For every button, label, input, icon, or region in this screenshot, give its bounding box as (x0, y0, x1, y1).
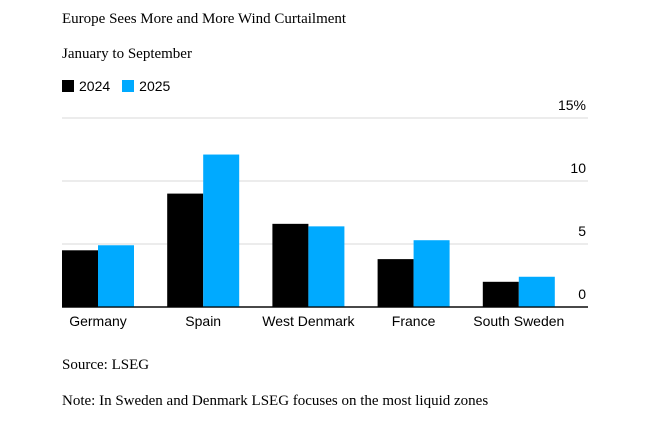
chart-title: Europe Sees More and More Wind Curtailme… (62, 11, 347, 27)
x-tick-label: West Denmark (262, 313, 355, 329)
legend-swatch-2025 (122, 80, 135, 92)
bar-2025 (518, 276, 555, 307)
x-tick-label: France (392, 313, 436, 329)
chart-source: Source: LSEG (62, 357, 150, 373)
legend-item-2025: 2025 (122, 78, 170, 94)
x-tick-label: Germany (69, 313, 127, 329)
legend-item-2024: 2024 (62, 78, 110, 94)
bar-2024 (272, 223, 309, 307)
bar-2024 (482, 281, 519, 307)
x-tick-label: Spain (185, 313, 221, 329)
y-tick-label: 15% (558, 97, 586, 113)
legend-label-2025: 2025 (139, 78, 171, 94)
y-tick-label: 0 (578, 286, 586, 302)
bar-2024 (377, 259, 414, 307)
bar-2024 (167, 193, 204, 307)
y-tick-label: 10 (570, 160, 586, 176)
bar-2025 (98, 245, 134, 307)
bar-2025 (413, 240, 450, 307)
legend-swatch-2024 (62, 80, 74, 92)
x-tick-label: South Sweden (473, 313, 564, 329)
chart-subtitle: January to September (62, 46, 192, 62)
bar-2025 (203, 154, 240, 307)
chart-note: Note: In Sweden and Denmark LSEG focuses… (62, 393, 489, 409)
bar-2025 (308, 226, 345, 307)
chart-legend: 2024 2025 (62, 78, 182, 94)
legend-label-2024: 2024 (79, 78, 111, 94)
bar-2024 (62, 250, 98, 307)
y-tick-label: 5 (578, 223, 586, 239)
